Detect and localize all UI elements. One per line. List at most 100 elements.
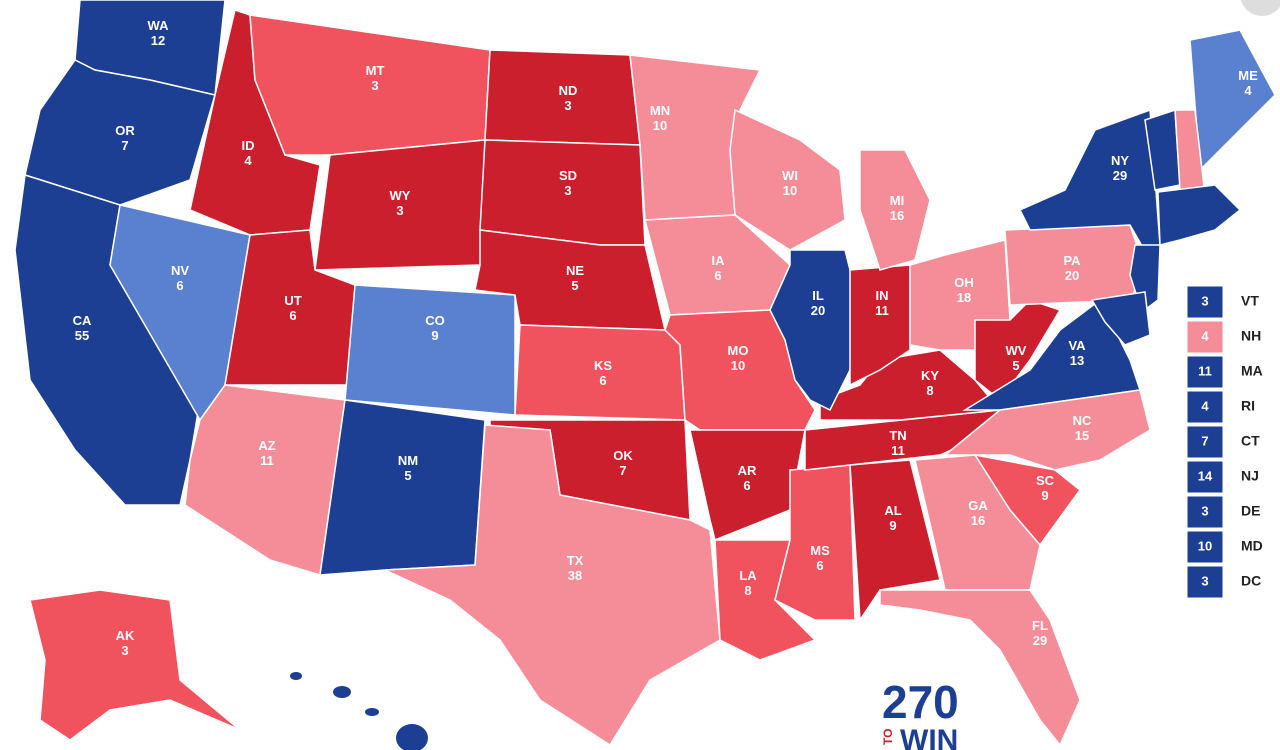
state-votes: 38 bbox=[568, 568, 582, 583]
state-abbr: MT bbox=[366, 63, 385, 78]
legend-votes: 10 bbox=[1198, 538, 1212, 553]
state-votes: 5 bbox=[404, 468, 411, 483]
state-votes: 11 bbox=[891, 443, 905, 458]
state-shapes bbox=[14, 0, 1276, 747]
state-shape bbox=[859, 149, 931, 271]
state-votes: 16 bbox=[971, 513, 985, 528]
state-abbr: OK bbox=[613, 448, 633, 463]
state-shape bbox=[479, 139, 646, 246]
legend-abbr: MD bbox=[1241, 538, 1263, 554]
state-shape bbox=[384, 424, 721, 747]
state-abbr: ID bbox=[242, 138, 255, 153]
legend-box bbox=[1186, 530, 1224, 564]
state-votes: 3 bbox=[564, 183, 571, 198]
state-abbr: NY bbox=[1111, 153, 1129, 168]
state-abbr: NC bbox=[1073, 413, 1092, 428]
state-shape bbox=[24, 59, 216, 206]
legend-box bbox=[1186, 390, 1224, 424]
state-abbr: AZ bbox=[258, 438, 275, 453]
state-abbr: UT bbox=[284, 293, 301, 308]
state-abbr: CA bbox=[73, 313, 92, 328]
state-votes: 29 bbox=[1113, 168, 1127, 183]
logo-number: 270 bbox=[882, 676, 959, 728]
state-abbr: AL bbox=[884, 503, 901, 518]
state-abbr: LA bbox=[739, 568, 757, 583]
hawaii bbox=[290, 672, 428, 750]
state-votes: 20 bbox=[811, 303, 825, 318]
legend-votes: 4 bbox=[1201, 398, 1209, 413]
state-abbr: MS bbox=[810, 543, 830, 558]
state-votes: 29 bbox=[1033, 633, 1047, 648]
state-abbr: WA bbox=[148, 18, 170, 33]
state-shape bbox=[729, 108, 846, 251]
state-votes: 6 bbox=[289, 308, 296, 323]
state-votes: 3 bbox=[121, 643, 128, 658]
state-abbr: WV bbox=[1006, 343, 1027, 358]
state-shape bbox=[344, 284, 516, 416]
legend-abbr: MA bbox=[1241, 363, 1263, 379]
state-votes: 16 bbox=[890, 208, 904, 223]
state-shape bbox=[29, 589, 241, 741]
legend-votes: 3 bbox=[1201, 503, 1208, 518]
state-abbr: NM bbox=[398, 453, 418, 468]
state-shape bbox=[942, 389, 1151, 471]
state-abbr: SC bbox=[1036, 473, 1055, 488]
state-abbr: OR bbox=[115, 123, 135, 138]
close-button[interactable] bbox=[1240, 0, 1280, 16]
legend-box bbox=[1186, 495, 1224, 529]
state-shape bbox=[974, 299, 1062, 402]
legend-abbr: NH bbox=[1241, 328, 1261, 344]
state-votes: 13 bbox=[1070, 353, 1084, 368]
state-votes: 6 bbox=[599, 373, 606, 388]
hi-island bbox=[333, 686, 351, 698]
state-votes: 4 bbox=[244, 153, 252, 168]
state-votes: 6 bbox=[743, 478, 750, 493]
state-abbr: ND bbox=[559, 83, 578, 98]
state-votes: 6 bbox=[176, 278, 183, 293]
state-abbr: MI bbox=[890, 193, 904, 208]
state-votes: 10 bbox=[731, 358, 745, 373]
state-shape bbox=[879, 589, 1081, 747]
state-votes: 3 bbox=[564, 98, 571, 113]
state-votes: 8 bbox=[744, 583, 751, 598]
state-abbr: FL bbox=[1032, 618, 1048, 633]
state-votes: 55 bbox=[75, 328, 89, 343]
legend-votes: 14 bbox=[1198, 468, 1213, 483]
state-shape bbox=[319, 399, 486, 576]
state-abbr: TX bbox=[567, 553, 584, 568]
legend-abbr: RI bbox=[1241, 398, 1255, 414]
state-votes: 12 bbox=[151, 33, 165, 48]
legend-votes: 3 bbox=[1201, 573, 1208, 588]
state-abbr: KS bbox=[594, 358, 612, 373]
state-abbr: TN bbox=[889, 428, 906, 443]
state-votes: 5 bbox=[571, 278, 578, 293]
state-votes: 4 bbox=[1244, 83, 1252, 98]
state-votes: 7 bbox=[121, 138, 128, 153]
state-votes: 9 bbox=[889, 518, 896, 533]
legend-box bbox=[1186, 320, 1224, 354]
legend-abbr: DC bbox=[1241, 573, 1261, 589]
state-votes: 10 bbox=[653, 118, 667, 133]
hi-island bbox=[396, 724, 428, 750]
legend-votes: 3 bbox=[1201, 293, 1208, 308]
legend-abbr: NJ bbox=[1241, 468, 1259, 484]
state-abbr: AK bbox=[116, 628, 135, 643]
state-abbr: AR bbox=[738, 463, 757, 478]
state-votes: 3 bbox=[396, 203, 403, 218]
logo: 270 TO WIN bbox=[881, 676, 959, 750]
legend-box bbox=[1186, 565, 1224, 599]
state-shape bbox=[849, 264, 911, 387]
state-votes: 7 bbox=[619, 463, 626, 478]
logo-to: TO bbox=[881, 729, 895, 745]
state-abbr: ME bbox=[1238, 68, 1258, 83]
hi-island bbox=[365, 708, 379, 716]
state-votes: 11 bbox=[875, 303, 889, 318]
legend-box bbox=[1186, 425, 1224, 459]
state-abbr: MN bbox=[650, 103, 670, 118]
state-votes: 15 bbox=[1075, 428, 1089, 443]
state-abbr: NV bbox=[171, 263, 189, 278]
state-abbr: IN bbox=[876, 288, 889, 303]
state-abbr: SD bbox=[559, 168, 577, 183]
